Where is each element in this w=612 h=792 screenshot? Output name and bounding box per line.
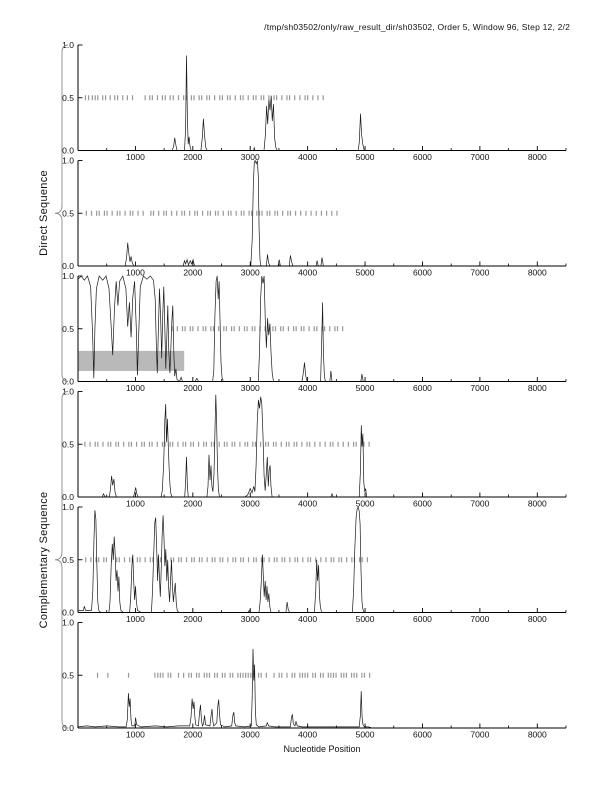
x-tick-label: 6000 <box>413 730 432 740</box>
y-tick-label: 1.0 <box>62 271 74 281</box>
orf-markers <box>84 95 324 101</box>
x-tick-label: 1000 <box>126 614 145 624</box>
y-tick-label: 0.5 <box>62 324 74 334</box>
y-tick-label: 1.0 <box>62 387 74 397</box>
x-tick-label: 2000 <box>183 383 202 393</box>
x-tick-label: 7000 <box>470 499 489 509</box>
x-tick-label: 7000 <box>470 730 489 740</box>
y-tick-label: 0.5 <box>62 93 74 103</box>
score-trace <box>78 55 566 151</box>
x-tick-label: 4000 <box>298 268 317 278</box>
x-tick-label: 8000 <box>528 152 547 162</box>
x-tick-label: 2000 <box>183 730 202 740</box>
y-tick-label: 0.0 <box>62 492 74 502</box>
score-trace <box>77 648 566 729</box>
x-tick-label: 6000 <box>413 614 432 624</box>
score-trace <box>78 159 566 267</box>
x-tick-label: 6000 <box>413 499 432 509</box>
score-trace <box>78 506 566 613</box>
x-tick-label: 5000 <box>356 499 375 509</box>
x-tick-label: 3000 <box>241 614 260 624</box>
orf-markers <box>85 557 368 563</box>
y-tick-label: 0.0 <box>62 608 74 618</box>
x-tick-label: 5000 <box>356 152 375 162</box>
x-tick-label: 8000 <box>528 614 547 624</box>
x-tick-label: 4000 <box>298 614 317 624</box>
x-tick-label: 3000 <box>241 730 260 740</box>
x-tick-label: 4000 <box>298 730 317 740</box>
y-tick-label: 1.0 <box>62 618 74 628</box>
y-tick-label: 0.0 <box>62 377 74 387</box>
x-tick-label: 3000 <box>241 383 260 393</box>
x-tick-label: 3000 <box>241 152 260 162</box>
x-tick-label: 8000 <box>528 268 547 278</box>
x-tick-label: 1000 <box>126 268 145 278</box>
panel-4-complementary-frame-1: 1000 2000 3000 4000 5000 6000 7000 8000 0.0 0.5 1.… <box>62 387 567 509</box>
x-tick-label: 2000 <box>183 499 202 509</box>
x-tick-label: 5000 <box>356 614 375 624</box>
panel-6-complementary-frame-3: 1000 2000 3000 4000 5000 6000 7000 8000 0.0 0.5 1.… <box>62 618 567 740</box>
x-tick-label: 5000 <box>356 268 375 278</box>
x-tick-label: 4000 <box>298 499 317 509</box>
y-tick-label: 0.0 <box>62 146 74 156</box>
x-tick-label: 2000 <box>183 614 202 624</box>
y-tick-label: 1.0 <box>62 156 74 166</box>
x-tick-label: 5000 <box>356 730 375 740</box>
y-tick-label: 1.0 <box>62 40 74 50</box>
y-tick-label: 0.0 <box>62 261 74 271</box>
figure-title: /tmp/sh03502/only/raw_result_dir/sh03502… <box>264 22 570 32</box>
x-tick-label: 8000 <box>528 383 547 393</box>
y-tick-label: 0.5 <box>62 670 74 680</box>
y-tick-label: 0.5 <box>62 555 74 565</box>
panel-3-direct-frame-3: 1000 2000 3000 4000 5000 6000 7000 8000 0.0 0.5 1.… <box>62 271 567 393</box>
x-tick-label: 1000 <box>126 499 145 509</box>
score-trace <box>78 394 566 498</box>
x-tick-label: 3000 <box>241 499 260 509</box>
x-tick-label: 1000 <box>126 383 145 393</box>
y-tick-label: 1.0 <box>62 502 74 512</box>
x-tick-label: 6000 <box>413 152 432 162</box>
y-tick-label: 0.5 <box>62 208 74 218</box>
x-tick-label: 7000 <box>470 614 489 624</box>
panel-1-direct-frame-1: 1000 2000 3000 4000 5000 6000 7000 8000 0.0 0.5 1.… <box>62 40 567 162</box>
panel-5-complementary-frame-2: 1000 2000 3000 4000 5000 6000 7000 8000 0.0 0.5 1.… <box>62 502 567 624</box>
orf-markers <box>85 210 338 216</box>
orf-markers <box>171 326 344 332</box>
x-tick-label: 1000 <box>126 152 145 162</box>
x-tick-label: 3000 <box>241 268 260 278</box>
x-tick-label: 6000 <box>413 268 432 278</box>
x-tick-label: 7000 <box>470 268 489 278</box>
x-tick-label: 4000 <box>298 383 317 393</box>
x-tick-label: 2000 <box>183 152 202 162</box>
x-tick-label: 8000 <box>528 499 547 509</box>
x-tick-label: 5000 <box>356 383 375 393</box>
x-tick-label: 8000 <box>528 730 547 740</box>
orf-markers <box>96 672 371 678</box>
y-tick-label: 0.0 <box>62 723 74 733</box>
x-tick-label: 1000 <box>126 730 145 740</box>
x-tick-label: 7000 <box>470 383 489 393</box>
x-tick-label: 7000 <box>470 152 489 162</box>
direct-group-brace <box>54 44 69 382</box>
x-tick-label: 4000 <box>298 152 317 162</box>
panel-2-direct-frame-2: 1000 2000 3000 4000 5000 6000 7000 8000 0.0 0.5 1.… <box>62 156 567 278</box>
complementary-group-brace <box>54 391 69 729</box>
x-tick-label: 6000 <box>413 383 432 393</box>
x-axis-title: Nucleotide Position <box>283 744 361 754</box>
y-tick-label: 0.5 <box>62 439 74 449</box>
x-tick-label: 2000 <box>183 268 202 278</box>
orf-markers <box>84 441 370 447</box>
